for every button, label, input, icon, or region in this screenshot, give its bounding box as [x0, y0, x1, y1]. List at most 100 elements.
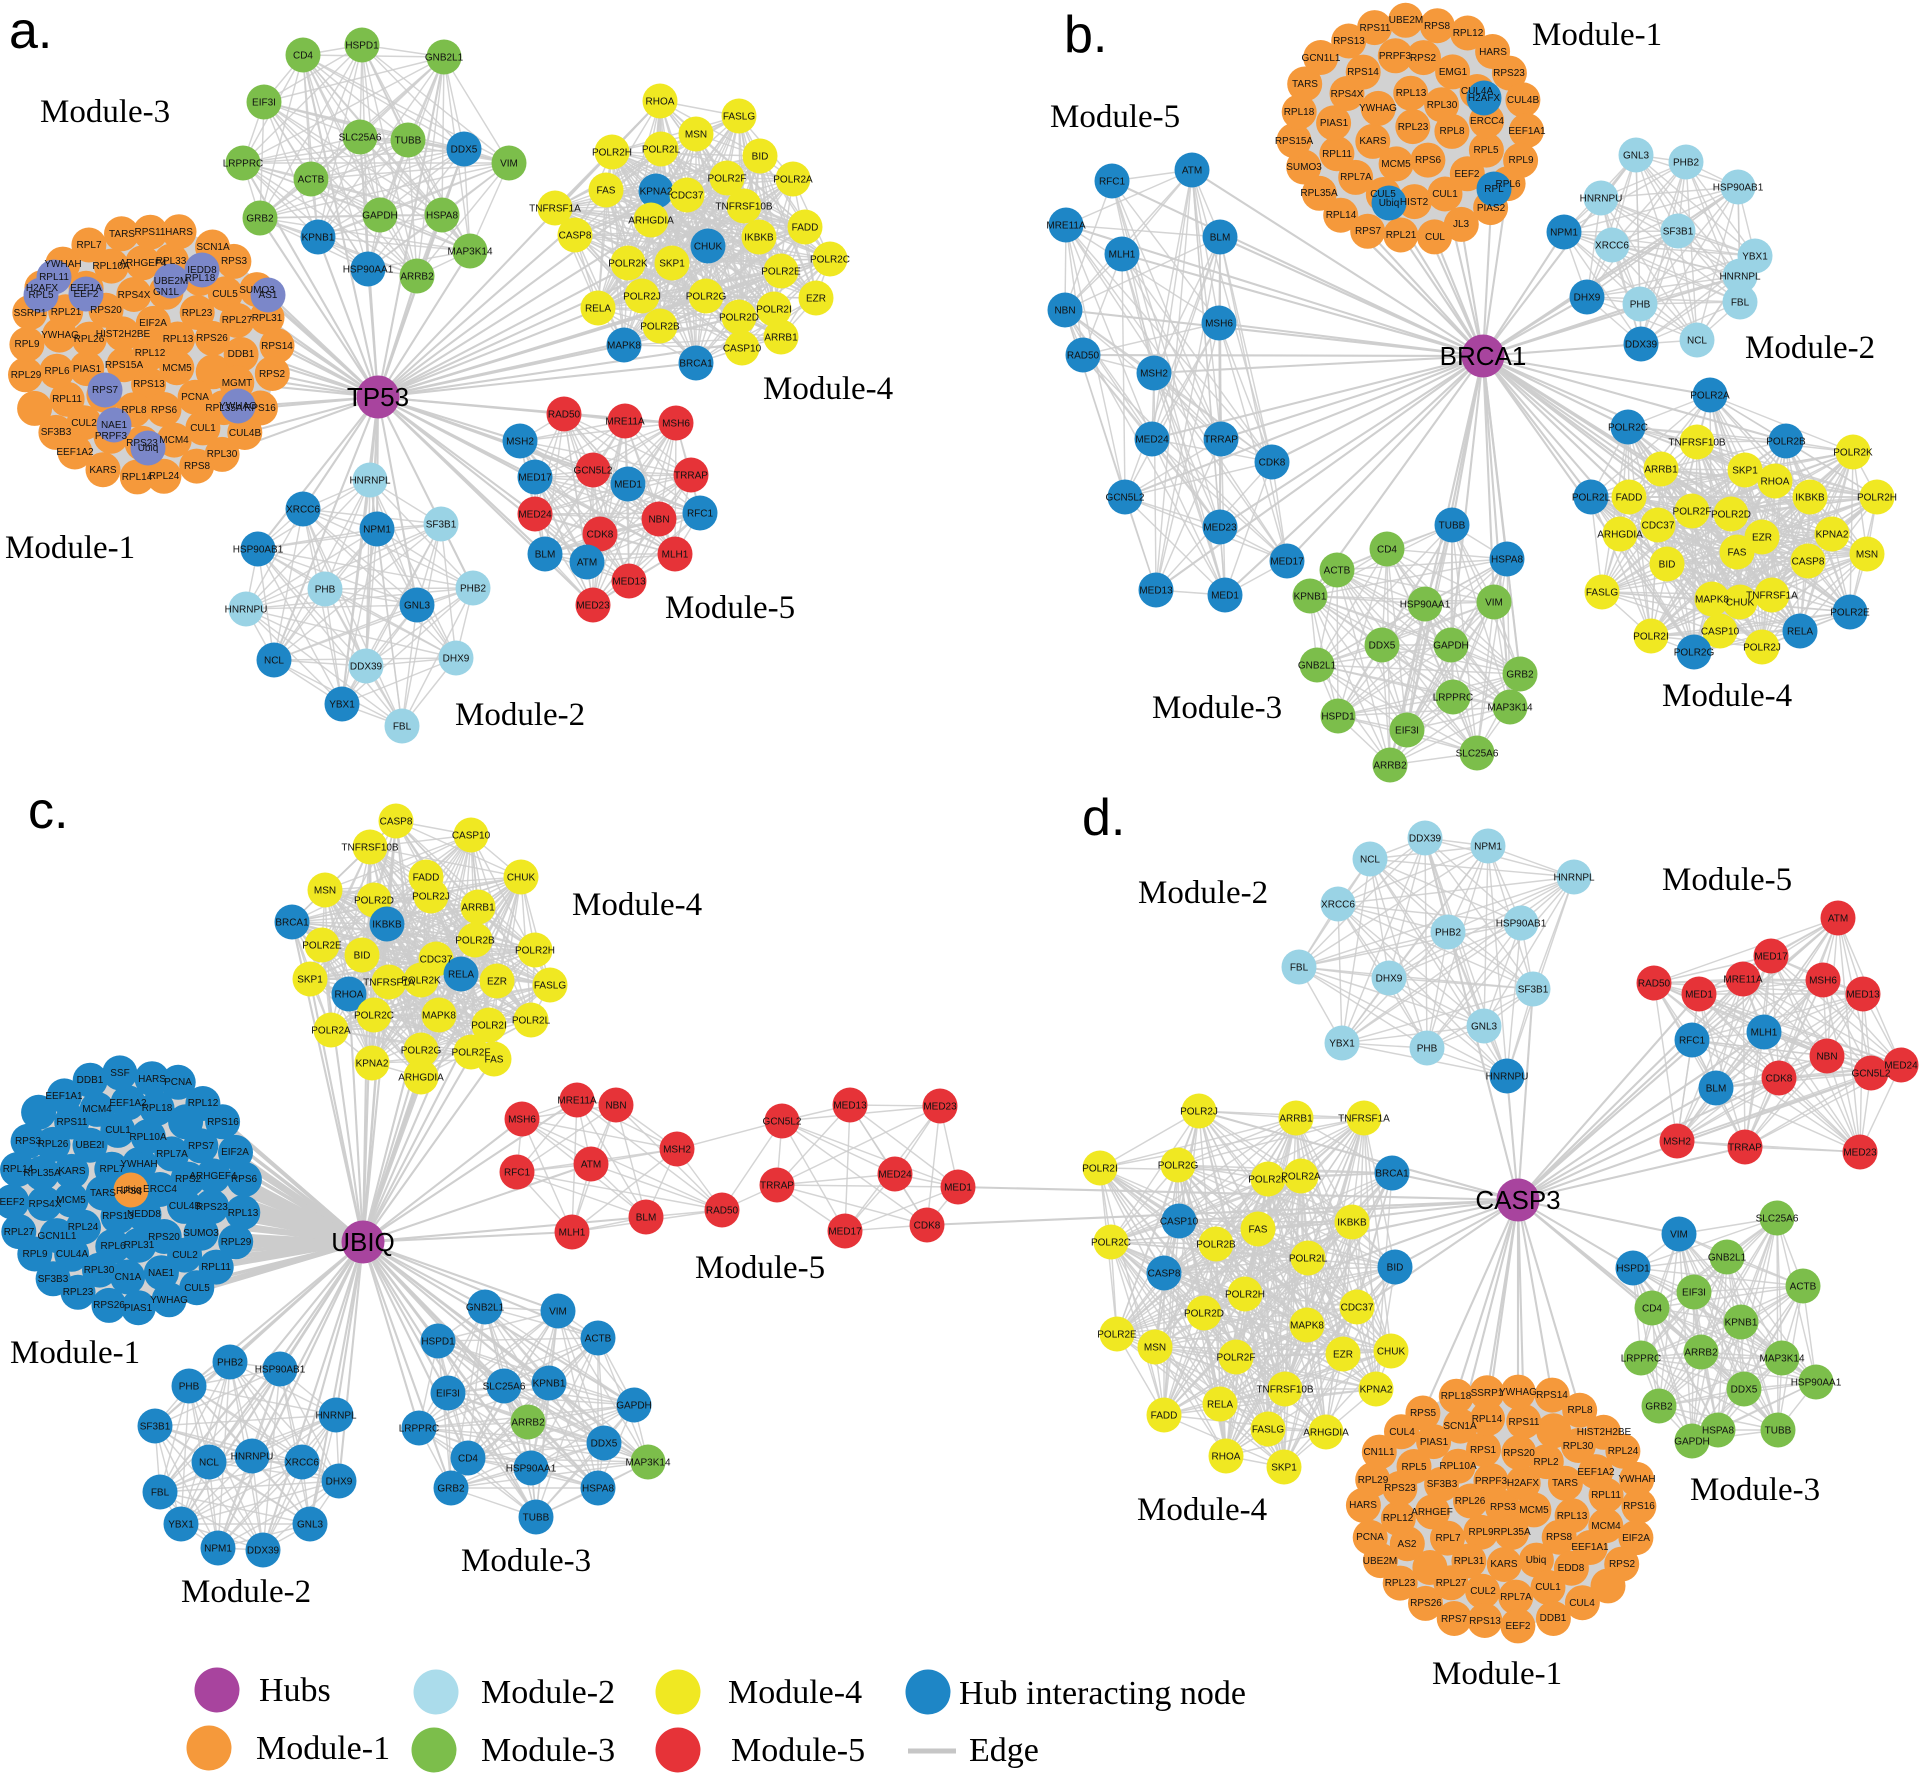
svg-text:CUL2: CUL2: [71, 418, 97, 429]
svg-text:RPS20: RPS20: [90, 305, 122, 316]
svg-text:BID: BID: [1387, 1263, 1404, 1274]
svg-text:TARS: TARS: [109, 229, 135, 240]
svg-text:KARS: KARS: [1490, 1559, 1518, 1570]
svg-text:HSP90AA1: HSP90AA1: [506, 1464, 557, 1475]
svg-text:CUL2: CUL2: [172, 1250, 198, 1261]
svg-text:HARS: HARS: [138, 1074, 166, 1085]
svg-text:RPS23: RPS23: [1384, 1483, 1416, 1494]
svg-text:RELA: RELA: [448, 970, 474, 981]
svg-text:TRRAP: TRRAP: [760, 1181, 794, 1192]
svg-text:POLR2B: POLR2B: [1196, 1240, 1236, 1251]
svg-text:HARS: HARS: [1479, 47, 1507, 58]
svg-text:POLR2B: POLR2B: [640, 322, 680, 333]
svg-text:POLR2I: POLR2I: [471, 1021, 507, 1032]
svg-text:MLH1: MLH1: [662, 550, 689, 561]
svg-text:RPS1: RPS1: [1470, 1445, 1497, 1456]
svg-text:Module-2: Module-2: [1745, 330, 1875, 366]
svg-text:IKBKB: IKBKB: [1337, 1218, 1367, 1229]
svg-text:LRPPRC: LRPPRC: [223, 159, 264, 170]
svg-text:GAPDH: GAPDH: [1433, 641, 1469, 652]
svg-text:RPL26: RPL26: [1455, 1496, 1486, 1507]
svg-text:ARRB1: ARRB1: [1279, 1114, 1313, 1125]
svg-text:RPS11: RPS11: [1360, 23, 1391, 34]
svg-text:Module-1: Module-1: [5, 530, 135, 566]
svg-text:EIF2A: EIF2A: [221, 1147, 249, 1158]
svg-text:HSPA8: HSPA8: [582, 1484, 614, 1495]
svg-text:RPS13: RPS13: [1333, 36, 1365, 47]
svg-text:RHOA: RHOA: [1212, 1452, 1241, 1463]
svg-text:POLR2H: POLR2H: [1857, 493, 1897, 504]
svg-text:YWHAG: YWHAG: [219, 401, 257, 412]
svg-text:HNRNPU: HNRNPU: [1580, 194, 1623, 205]
svg-text:ARRB2: ARRB2: [1684, 1348, 1718, 1359]
svg-text:RPS20: RPS20: [1503, 1448, 1535, 1459]
svg-text:YBX1: YBX1: [1742, 252, 1768, 263]
svg-text:NPM1: NPM1: [1474, 842, 1502, 853]
svg-text:ARRB2: ARRB2: [511, 1418, 545, 1429]
svg-text:ARRB1: ARRB1: [461, 903, 495, 914]
svg-text:RPS16: RPS16: [207, 1117, 239, 1128]
svg-text:EIF3I: EIF3I: [436, 1389, 460, 1400]
svg-text:ARHGEF4: ARHGEF4: [189, 1171, 237, 1182]
svg-text:YWHAH: YWHAH: [44, 259, 81, 270]
svg-text:Module-4: Module-4: [1137, 1492, 1267, 1528]
svg-text:YWHAG: YWHAG: [1499, 1387, 1537, 1398]
svg-text:MLH1: MLH1: [1109, 250, 1136, 261]
svg-text:MCM4: MCM4: [1591, 1521, 1621, 1532]
svg-text:CASP10: CASP10: [1160, 1217, 1199, 1228]
svg-text:PHB2: PHB2: [1673, 158, 1700, 169]
svg-text:YBX1: YBX1: [168, 1520, 194, 1531]
svg-text:LRPPRC: LRPPRC: [399, 1424, 440, 1435]
svg-text:MCM5: MCM5: [56, 1195, 86, 1206]
svg-text:NCL: NCL: [1360, 855, 1380, 866]
svg-text:RPS23: RPS23: [1493, 68, 1525, 79]
svg-text:Module-3: Module-3: [481, 1732, 615, 1769]
svg-text:b.: b.: [1064, 6, 1107, 64]
svg-text:EIF2A: EIF2A: [1622, 1533, 1650, 1544]
svg-text:Module-4: Module-4: [728, 1674, 862, 1711]
svg-text:RPL35A: RPL35A: [205, 403, 243, 414]
svg-text:YBX1: YBX1: [1329, 1039, 1355, 1050]
svg-text:Module-2: Module-2: [481, 1674, 615, 1711]
svg-text:MAPK8: MAPK8: [607, 341, 641, 352]
svg-text:CUL4: CUL4: [1569, 1598, 1595, 1609]
svg-text:MSN: MSN: [314, 886, 336, 897]
svg-text:EIF3I: EIF3I: [252, 98, 276, 109]
svg-text:MAP3K14: MAP3K14: [1487, 703, 1532, 714]
svg-text:RPS13: RPS13: [102, 1211, 134, 1222]
svg-text:RPS4X: RPS4X: [118, 290, 151, 301]
svg-text:SF3B3: SF3B3: [1427, 1479, 1458, 1490]
svg-text:RPL14: RPL14: [3, 1164, 34, 1175]
svg-text:DHX9: DHX9: [1376, 974, 1403, 985]
svg-text:MSH6: MSH6: [1809, 976, 1837, 987]
svg-text:VIM: VIM: [549, 1307, 567, 1318]
svg-text:HIST2: HIST2: [1400, 197, 1429, 208]
svg-text:POLR2D: POLR2D: [354, 896, 394, 907]
svg-text:HSPA8: HSPA8: [1702, 1426, 1734, 1437]
svg-text:RPL18: RPL18: [1284, 107, 1315, 118]
svg-text:PHB: PHB: [315, 585, 336, 596]
svg-text:TARS: TARS: [1552, 1478, 1578, 1489]
svg-text:ATM: ATM: [577, 558, 597, 569]
svg-text:UBE2M: UBE2M: [1363, 1556, 1397, 1567]
svg-text:CUL5: CUL5: [1370, 189, 1396, 200]
svg-text:GCN5L2: GCN5L2: [1106, 493, 1145, 504]
svg-text:FAS: FAS: [597, 186, 616, 197]
svg-text:HSP90AA1: HSP90AA1: [1400, 600, 1451, 611]
svg-text:POLR2E: POLR2E: [1830, 608, 1870, 619]
svg-text:DHX9: DHX9: [1574, 293, 1601, 304]
svg-text:VIM: VIM: [500, 159, 518, 170]
svg-text:ARRB2: ARRB2: [1373, 761, 1407, 772]
svg-text:RPS16: RPS16: [1623, 1501, 1655, 1512]
svg-text:NBN: NBN: [648, 515, 669, 526]
svg-text:CUL5: CUL5: [184, 1283, 210, 1294]
svg-text:ACTB: ACTB: [298, 175, 325, 186]
svg-text:ARHGDIA: ARHGDIA: [1597, 530, 1643, 541]
svg-text:RPS3: RPS3: [1490, 1502, 1517, 1513]
svg-text:GNL3: GNL3: [404, 601, 431, 612]
svg-text:EEF1A1: EEF1A1: [1508, 126, 1546, 137]
svg-text:ATM: ATM: [1828, 914, 1848, 925]
svg-text:MSH2: MSH2: [506, 437, 534, 448]
svg-text:H2AFX: H2AFX: [26, 283, 59, 294]
svg-text:RPL13: RPL13: [163, 334, 194, 345]
